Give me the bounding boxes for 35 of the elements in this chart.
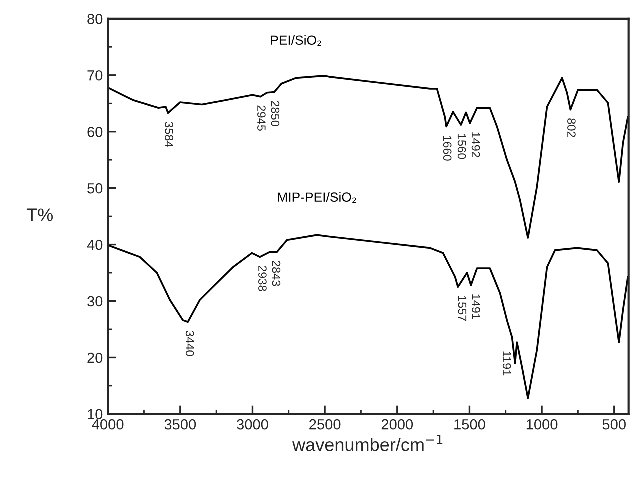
y-tick-label: 50 <box>88 183 103 194</box>
annotation: 1560 <box>458 134 466 160</box>
x-tick-label: 2500 <box>310 419 341 430</box>
x-tick-label: 2000 <box>382 419 414 430</box>
x-tick-label: 3500 <box>164 419 196 430</box>
y-tick-label: 10 <box>88 409 103 420</box>
line-series <box>108 75 629 239</box>
y-tick-label: 80 <box>88 14 103 24</box>
annotation: 2843 <box>272 261 281 286</box>
annotation: 3440 <box>186 330 194 356</box>
y-tick-label: 40 <box>87 240 103 250</box>
y-axis-title: T% <box>26 208 54 222</box>
annotation: 1191 <box>502 352 512 376</box>
annotation: 2945 <box>258 106 266 131</box>
y-tick-label: 30 <box>88 296 103 307</box>
annotation: 2850 <box>271 101 280 126</box>
annotation: 802 <box>568 118 576 138</box>
annotation: 3584 <box>165 122 174 148</box>
x-tick-label: 4000 <box>92 419 124 430</box>
y-tick-label: 20 <box>88 352 103 364</box>
y-tick-label: 60 <box>88 126 103 138</box>
x-tick-label: 500 <box>602 419 626 430</box>
annotation: 1660 <box>443 136 452 161</box>
line-series <box>108 234 629 400</box>
x-tick-label: 1000 <box>526 419 558 430</box>
x-axis-title: wavenumber/cm$^{−1}$ <box>292 435 443 452</box>
annotation: 1491 <box>472 294 480 320</box>
annotation: 1492 <box>472 132 480 158</box>
x-tick-label: 1500 <box>454 419 486 430</box>
annotation: 2938 <box>258 266 267 292</box>
x-tick-label: 3000 <box>237 419 268 430</box>
text: PEI/SiO₂ <box>271 35 322 46</box>
text: MIP-PEI/SiO₂ <box>278 192 356 204</box>
annotation: 1557 <box>458 296 467 322</box>
y-tick-label: 70 <box>88 70 103 81</box>
